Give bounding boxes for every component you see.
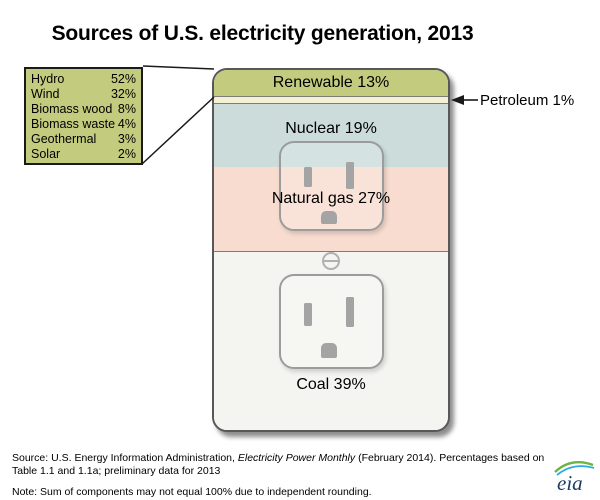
outlet-socket-lower — [279, 274, 384, 369]
petroleum-arrowhead-icon — [451, 95, 464, 105]
label-petroleum: Petroleum 1% — [480, 92, 575, 109]
band-divider — [214, 250, 448, 253]
label-nuclear: Nuclear 19% — [285, 120, 377, 137]
outlet-plate-chart: Renewable 13% Nuclear 19% Natural gas 27… — [212, 68, 450, 432]
legend-label: Hydro — [31, 72, 65, 86]
legend-label: Solar — [31, 147, 61, 161]
band-divider — [214, 102, 448, 105]
eia-logo-green-swoosh-icon — [554, 461, 594, 473]
socket-ground-hole-icon — [321, 211, 337, 224]
screw-icon — [322, 252, 340, 270]
label-natural-gas: Natural gas 27% — [271, 190, 391, 207]
legend-row-solar: Solar 2% — [31, 147, 136, 162]
legend-row-geothermal: Geothermal 3% — [31, 132, 136, 147]
eia-logo-blue-swoosh-icon — [556, 465, 595, 476]
label-coal: Coal 39% — [296, 376, 366, 393]
band-coal — [214, 251, 448, 430]
label-renewable: Renewable 13% — [272, 74, 390, 91]
source-note: Source: U.S. Energy Information Administ… — [12, 452, 557, 478]
legend-row-wind: Wind 32% — [31, 87, 136, 102]
legend-value: 8% — [117, 102, 136, 116]
socket-ground-hole-icon — [321, 343, 337, 358]
chart-title: Sources of U.S. electricity generation, … — [51, 22, 474, 45]
socket-slot-icon — [346, 297, 354, 327]
band-petroleum — [214, 96, 448, 103]
legend-label: Wind — [31, 87, 60, 101]
socket-slot-icon — [346, 162, 354, 189]
rounding-note: Note: Sum of components may not equal 10… — [12, 486, 372, 498]
socket-slot-icon — [304, 303, 312, 326]
legend-row-biomass-wood: Biomass wood 8% — [31, 102, 136, 117]
source-text: Source: U.S. Energy Information Administ… — [12, 452, 238, 464]
eia-logo: eia — [554, 461, 595, 495]
renewable-breakdown-legend: Hydro 52% Wind 32% Biomass wood 8% Bioma… — [24, 67, 143, 165]
legend-value: 32% — [110, 87, 136, 101]
legend-connector-bottom-line — [141, 96, 215, 165]
legend-value: 2% — [117, 147, 136, 161]
band-nuclear — [214, 103, 448, 167]
band-renewable — [214, 70, 448, 96]
legend-label: Biomass waste — [31, 117, 116, 131]
source-publication: Electricity Power Monthly — [237, 452, 356, 464]
band-divider — [214, 95, 448, 98]
legend-value: 52% — [110, 72, 136, 86]
footer-notes: Source: U.S. Energy Information Administ… — [12, 452, 557, 499]
source-text: (February 2014). Percentages based on Ta… — [12, 452, 545, 477]
legend-label: Biomass wood — [31, 102, 113, 116]
legend-label: Geothermal — [31, 132, 97, 146]
legend-row-hydro: Hydro 52% — [31, 72, 136, 87]
legend-value: 4% — [117, 117, 136, 131]
screw-slot-icon — [324, 260, 338, 262]
legend-value: 3% — [117, 132, 136, 146]
band-natural-gas — [214, 167, 448, 251]
eia-logo-text: eia — [557, 471, 583, 495]
legend-row-biomass-waste: Biomass waste 4% — [31, 117, 136, 132]
outlet-socket-upper — [279, 141, 384, 231]
legend-connector-top-line — [142, 65, 215, 70]
socket-slot-icon — [304, 167, 312, 187]
